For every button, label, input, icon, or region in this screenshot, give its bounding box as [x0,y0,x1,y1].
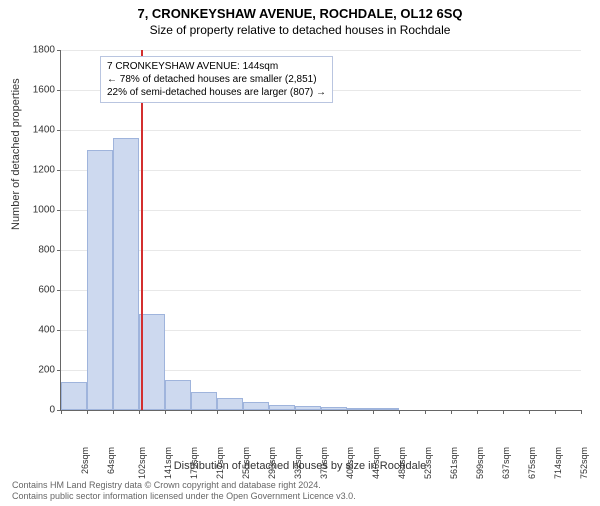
ytick-label: 600 [21,285,55,296]
footer: Contains HM Land Registry data © Crown c… [12,480,356,503]
xtick-mark [477,410,478,414]
chart-area: 02004006008001000120014001600180026sqm64… [60,50,580,410]
xtick-mark [113,410,114,414]
histogram-bar [295,406,321,410]
xtick-mark [243,410,244,414]
histogram-bar [243,402,269,410]
gridline [61,130,581,131]
histogram-bar [321,407,347,410]
ytick-mark [57,170,61,171]
footer-line1: Contains HM Land Registry data © Crown c… [12,480,356,491]
histogram-bar [269,405,295,410]
footer-line2: Contains public sector information licen… [12,491,356,502]
ytick-mark [57,130,61,131]
ytick-label: 1600 [21,85,55,96]
histogram-bar [347,408,373,410]
ytick-label: 1400 [21,125,55,136]
ytick-label: 1800 [21,45,55,56]
xtick-mark [581,410,582,414]
xtick-mark [555,410,556,414]
x-axis-label: Distribution of detached houses by size … [0,460,600,472]
ytick-label: 800 [21,245,55,256]
histogram-bar [217,398,243,410]
marker-line [141,50,143,410]
xtick-mark [295,410,296,414]
xtick-mark [399,410,400,414]
histogram-bar [61,382,87,410]
ytick-label: 200 [21,365,55,376]
xtick-mark [139,410,140,414]
ytick-label: 1200 [21,165,55,176]
annotation-line2: ← 78% of detached houses are smaller (2,… [107,73,326,86]
ytick-label: 1000 [21,205,55,216]
ytick-label: 400 [21,325,55,336]
ytick-mark [57,50,61,51]
xtick-mark [165,410,166,414]
annotation-box: 7 CRONKEYSHAW AVENUE: 144sqm ← 78% of de… [100,56,333,103]
ytick-label: 0 [21,405,55,416]
xtick-mark [347,410,348,414]
xtick-mark [503,410,504,414]
ytick-mark [57,90,61,91]
gridline [61,170,581,171]
xtick-mark [425,410,426,414]
chart-container: 7, CRONKEYSHAW AVENUE, ROCHDALE, OL12 6S… [0,6,600,506]
xtick-mark [451,410,452,414]
histogram-bar [191,392,217,410]
gridline [61,250,581,251]
ytick-mark [57,290,61,291]
gridline [61,210,581,211]
ytick-mark [57,330,61,331]
gridline [61,290,581,291]
xtick-mark [373,410,374,414]
xtick-mark [529,410,530,414]
xtick-mark [321,410,322,414]
gridline [61,50,581,51]
xtick-mark [269,410,270,414]
xtick-mark [191,410,192,414]
xtick-mark [87,410,88,414]
histogram-bar [87,150,113,410]
histogram-bar [373,408,399,410]
annotation-line1: 7 CRONKEYSHAW AVENUE: 144sqm [107,60,326,73]
ytick-mark [57,370,61,371]
xtick-mark [61,410,62,414]
ytick-mark [57,250,61,251]
page-title: 7, CRONKEYSHAW AVENUE, ROCHDALE, OL12 6S… [0,6,600,21]
xtick-mark [217,410,218,414]
ytick-mark [57,210,61,211]
annotation-line3: 22% of semi-detached houses are larger (… [107,86,326,99]
plot-region: 02004006008001000120014001600180026sqm64… [60,50,581,411]
page-subtitle: Size of property relative to detached ho… [0,23,600,37]
histogram-bar [165,380,191,410]
histogram-bar [113,138,139,410]
